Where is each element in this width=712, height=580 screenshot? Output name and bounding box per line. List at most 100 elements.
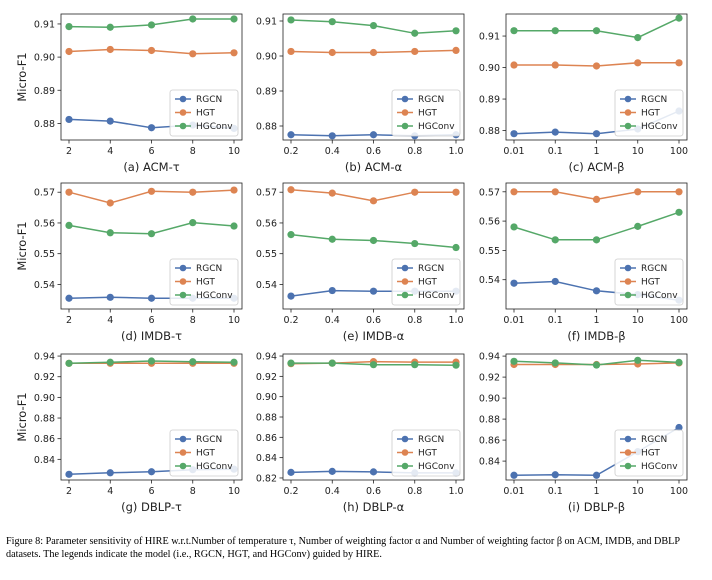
legend-marker [624, 264, 632, 272]
y-tick-label: 0.89 [34, 86, 55, 97]
x-tick-label: 0.2 [283, 486, 298, 497]
y-tick-label: 0.84 [34, 455, 55, 466]
legend-marker [401, 264, 409, 272]
legend-box [614, 89, 684, 137]
legend-label: RGCN [418, 435, 444, 445]
y-tick-label: 0.92 [479, 373, 500, 384]
legend-marker [624, 449, 632, 456]
x-tick-label: 0.1 [548, 146, 563, 157]
data-point-hgt [230, 186, 238, 194]
y-tick-label: 0.90 [256, 52, 277, 63]
subplot-title: (e) IMDB-α [343, 329, 405, 343]
y-tick-label: 0.94 [479, 352, 500, 363]
data-point-rgcn [328, 467, 336, 475]
data-point-hgt [287, 47, 295, 56]
subplot-title: (b) ACM-α [345, 160, 403, 174]
data-point-rgcn [287, 292, 295, 300]
legend-label: HGConv [641, 122, 678, 132]
data-point-hgt [328, 189, 336, 197]
subplot-6: 0.54 0.55 0.56 0.57 0.01 0.1 1 10 100 (f) IMDB-β R… [479, 182, 688, 343]
x-tick-label: 0.6 [366, 315, 381, 326]
legend-marker [401, 462, 409, 470]
legend-label: HGConv [196, 462, 233, 472]
x-tick-label: 10 [632, 315, 644, 326]
data-point-hgconv [510, 223, 518, 231]
data-point-hgt [189, 50, 197, 58]
legend-marker [179, 291, 187, 299]
y-tick-label: 0.54 [479, 275, 500, 286]
x-tick-label: 0.1 [548, 486, 563, 497]
data-point-rgcn [65, 115, 73, 124]
subplot-9: 0.84 0.86 0.88 0.90 0.92 0.94 0.01 0.1 1 10 100 (i)… [479, 352, 688, 514]
y-tick-label: 0.88 [479, 415, 500, 426]
legend-label: RGCN [196, 435, 222, 445]
legend-box [169, 89, 239, 137]
data-point-hgt [287, 186, 295, 194]
x-tick-label: 6 [148, 486, 154, 497]
y-tick-label: 0.91 [34, 19, 55, 30]
data-point-hgconv [452, 243, 460, 252]
legend-box [169, 429, 239, 477]
legend-marker [401, 278, 409, 285]
data-point-hgconv [369, 361, 378, 369]
data-point-hgconv [328, 18, 336, 26]
data-point-rgcn [328, 132, 336, 140]
y-tick-label: 0.90 [479, 63, 500, 74]
data-point-hgt [551, 188, 559, 196]
data-point-rgcn [592, 471, 601, 479]
legend-marker [401, 449, 409, 456]
legend-marker [401, 291, 409, 299]
y-tick-label: 0.55 [479, 246, 500, 257]
data-point-hgconv [592, 27, 601, 35]
data-point-rgcn [592, 130, 601, 138]
x-tick-label: 100 [670, 146, 688, 157]
data-point-hgconv [147, 357, 156, 365]
data-point-hgconv [287, 359, 295, 367]
y-tick-label: 0.57 [34, 188, 55, 199]
legend-label: RGCN [196, 264, 222, 274]
y-tick-label: 0.57 [256, 188, 277, 199]
x-tick-label: 0.4 [325, 315, 340, 326]
legend-marker [624, 109, 632, 116]
y-tick-label: 0.86 [479, 436, 500, 447]
y-tick-label: 0.88 [34, 414, 55, 425]
legend-marker [179, 435, 187, 443]
subplot-2: 0.88 0.89 0.90 0.91 0.2 0.4 0.6 0.8 1.0 (b) ACM-α… [256, 13, 465, 174]
legend-label: RGCN [418, 95, 444, 105]
legend-marker [624, 462, 632, 470]
legend-box [391, 258, 461, 306]
subplot-8: 0.82 0.84 0.86 0.88 0.90 0.92 0.94 0.2 0.4 0.6 0.8… [256, 352, 465, 514]
x-tick-label: 2 [66, 486, 72, 497]
y-tick-label: 0.84 [256, 453, 277, 464]
y-axis-label: Micro-F1 [15, 221, 29, 270]
subplot-1: 0.88 0.89 0.90 0.91 2 4 6 8 10 (a) ACM-τ RGCN HGT HG… [34, 13, 243, 174]
y-tick-label: 0.56 [256, 218, 277, 229]
data-point-hgt [106, 45, 114, 54]
y-tick-label: 0.90 [34, 53, 55, 64]
data-point-hgconv [592, 361, 601, 369]
legend-marker [179, 462, 187, 470]
data-point-rgcn [510, 279, 518, 287]
y-tick-label: 0.86 [256, 433, 277, 444]
y-tick-label: 0.91 [256, 17, 277, 28]
data-point-hgconv [65, 221, 73, 230]
legend-box [391, 429, 461, 477]
data-point-hgt [411, 188, 419, 196]
subplot-title: (f) IMDB-β [567, 329, 625, 343]
x-tick-label: 1.0 [448, 315, 463, 326]
legend-label: RGCN [641, 435, 667, 445]
data-point-hgt [369, 197, 378, 205]
x-tick-label: 4 [107, 146, 113, 157]
data-point-rgcn [551, 277, 559, 286]
subplot-7: 0.84 0.86 0.88 0.90 0.92 0.94 2 4 6 8 10 (g) DBLP-τ… [34, 352, 243, 514]
data-point-hgconv [189, 219, 197, 227]
data-point-hgconv [147, 230, 156, 238]
legend-marker [624, 435, 632, 443]
data-point-hgconv [675, 358, 683, 366]
legend-label: HGConv [641, 462, 678, 472]
subplot-title: (a) ACM-τ [123, 160, 179, 174]
x-tick-label: 1.0 [448, 486, 463, 497]
legend-label: RGCN [641, 264, 667, 274]
x-tick-label: 10 [632, 486, 644, 497]
y-tick-label: 0.90 [34, 393, 55, 404]
